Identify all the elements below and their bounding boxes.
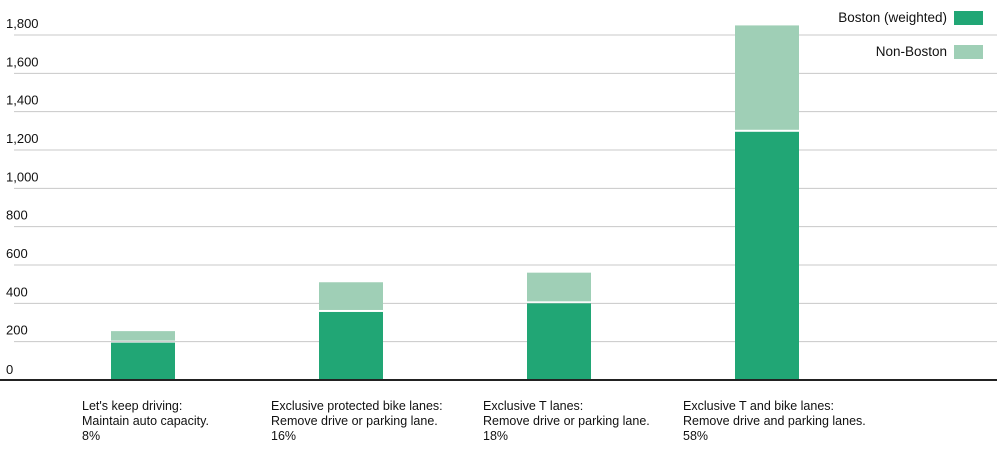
y-tick-label-1600: 1,600 — [6, 54, 39, 69]
y-tick-label-0: 0 — [6, 362, 13, 377]
bar-non-boston-4 — [735, 25, 799, 130]
bar-non-boston-3 — [527, 272, 591, 302]
bar-non-boston-2 — [319, 282, 383, 310]
legend-label-boston: Boston (weighted) — [838, 10, 947, 25]
category-label-4-line-2: Remove drive and parking lanes. — [683, 414, 866, 428]
y-tick-label-1000: 1,000 — [6, 169, 39, 184]
category-label-1-line-1: Let's keep driving: — [82, 399, 183, 413]
category-label-3-line-3: 18% — [483, 429, 509, 443]
category-label-1: Let's keep driving: Maintain auto capacit… — [82, 399, 209, 444]
bar-boston-4 — [735, 131, 799, 380]
bar-boston-3 — [527, 303, 591, 380]
legend-swatch-boston — [954, 10, 983, 25]
category-label-1-line-3: 8% — [82, 429, 101, 443]
y-tick-label-1200: 1,200 — [6, 131, 39, 146]
category-label-4-line-1: Exclusive T and bike lanes: — [683, 399, 835, 413]
category-label-2-line-3: 16% — [271, 429, 297, 443]
bar-boston-1 — [111, 342, 175, 380]
category-label-2-line-1: Exclusive protected bike lanes: — [271, 399, 443, 413]
category-label-1-line-2: Maintain auto capacity. — [82, 414, 209, 428]
category-label-2-line-2: Remove drive or parking lane. — [271, 414, 438, 428]
legend-item-boston: Boston (weighted) — [838, 10, 983, 25]
y-tick-label-400: 400 — [6, 284, 28, 299]
category-label-2: Exclusive protected bike lanes: Remove dr… — [271, 399, 443, 444]
legend-label-non-boston: Non-Boston — [875, 44, 947, 59]
category-label-3-line-1: Exclusive T lanes: — [483, 399, 584, 413]
category-label-3: Exclusive T lanes: Remove drive or parkin… — [483, 399, 650, 444]
category-label-3-line-2: Remove drive or parking lane. — [483, 414, 650, 428]
y-tick-label-600: 600 — [6, 246, 28, 261]
category-label-4-line-3: 58% — [683, 429, 709, 443]
legend-swatch-non-boston — [954, 44, 983, 59]
y-tick-label-1400: 1,400 — [6, 93, 39, 108]
legend-item-non-boston: Non-Boston — [876, 44, 983, 59]
category-label-4: Exclusive T and bike lanes: Remove drive … — [683, 399, 866, 444]
y-tick-label-1800: 1,800 — [6, 16, 39, 31]
y-tick-label-800: 800 — [6, 208, 28, 223]
bar-non-boston-1 — [111, 331, 175, 341]
y-tick-label-200: 200 — [6, 323, 28, 338]
bar-boston-2 — [319, 311, 383, 380]
